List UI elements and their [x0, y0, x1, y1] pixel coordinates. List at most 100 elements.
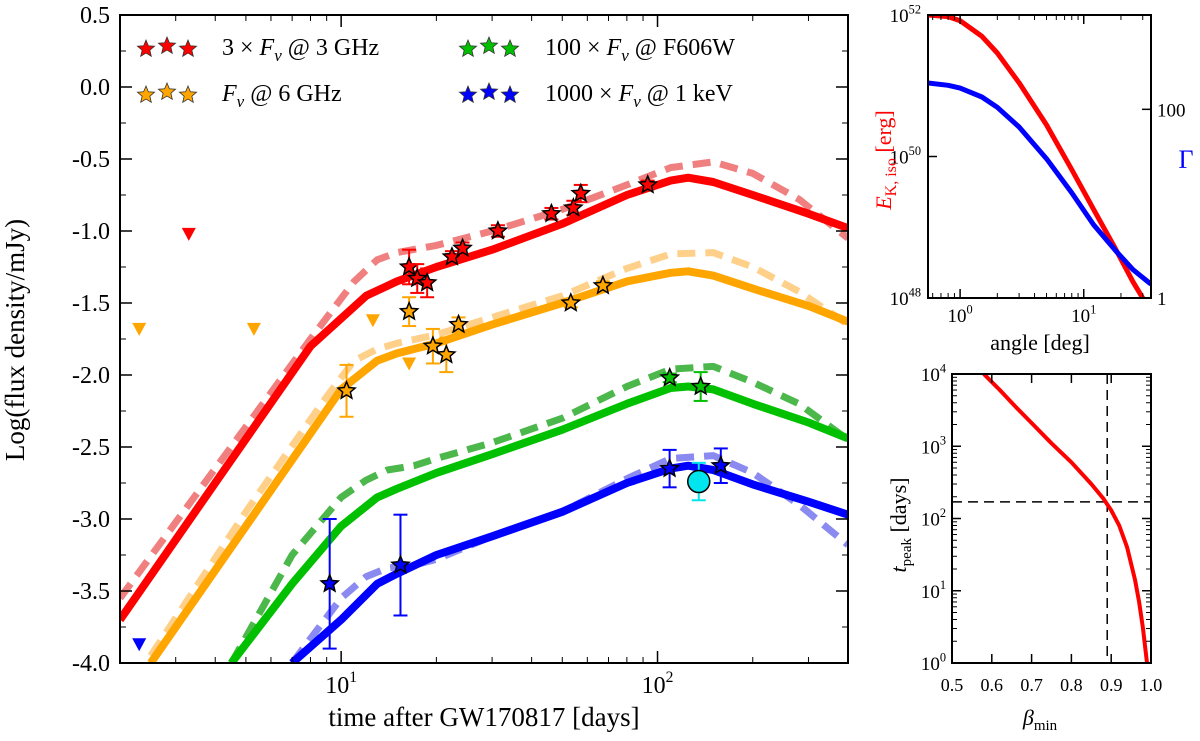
y-right-tick-label: 1: [1157, 289, 1167, 310]
y-tick-label: -0.5: [72, 147, 110, 173]
x-tick-label: 101: [325, 669, 357, 699]
x-tick-label: 102: [642, 669, 674, 699]
data-point-star: [541, 202, 562, 223]
series-f606w-model-alt-: [228, 362, 848, 663]
data-point-star: [416, 271, 438, 292]
x-tick-label: 0.7: [1020, 675, 1043, 695]
tr-right-axis-label: Γ: [1178, 145, 1193, 174]
data-point-star: [319, 572, 341, 593]
data-point-star: [659, 457, 681, 478]
tr-left-axis-label: EK, iso [erg]: [871, 110, 900, 211]
series-1-kev-model: [289, 461, 848, 663]
data-point-circle: [687, 469, 711, 494]
y-tick-label: 1048: [890, 285, 921, 310]
legend-entry-3ghz: 3 × Fν @ 3 GHz: [136, 35, 379, 65]
series-t-peak: [982, 374, 1149, 663]
series-f606w-model: [228, 382, 848, 663]
data-point-star: [570, 182, 592, 203]
legend-star-marker: [178, 38, 198, 58]
y-tick-label: 104: [921, 361, 946, 386]
y-tick-label: -2.5: [72, 435, 110, 461]
legend: 3 × Fν @ 3 GHz Fν @ 6 GHz 100 × Fν @ F60…: [136, 35, 735, 111]
upper-limit-marker: [246, 322, 261, 336]
legend-entry-6ghz: Fν @ 6 GHz: [136, 81, 342, 111]
legend-label: 100 × Fν @ F606W: [545, 35, 735, 65]
data-point-star: [562, 197, 584, 217]
br-plot-frame: [951, 373, 1152, 664]
series-3-ghz-model: [120, 173, 848, 623]
x-tick-label: 0.6: [981, 675, 1004, 695]
data-point-star: [690, 375, 712, 396]
y-tick-label: 102: [921, 506, 946, 531]
main-light-curve-panel: -4.0 -3.5 -3.0 -2.5 -2.0 -1.5 -1.0 -0.5 0.0 0.5 1…: [0, 3, 849, 732]
legend-star-marker: [500, 84, 520, 104]
legend-star-marker: [136, 84, 156, 104]
data-point-star: [637, 173, 659, 194]
legend-star-marker: [479, 35, 499, 55]
x-tick-label: 1.0: [1140, 675, 1163, 695]
y-tick-label: 0.0: [80, 75, 110, 101]
x-tick-label: 0.9: [1100, 675, 1123, 695]
legend-label: Fν @ 6 GHz: [221, 81, 342, 111]
y-tick-label: -3.5: [72, 579, 110, 605]
data-point-star: [422, 335, 444, 356]
legend-star-marker: [458, 38, 478, 58]
upper-limit-marker: [365, 314, 380, 328]
y-tick-label: 1050: [890, 144, 921, 169]
upper-limit-marker: [402, 357, 417, 371]
y-right-tick-label: 100: [1157, 100, 1186, 121]
main-y-axis-label: Log(flux density/mJy): [0, 219, 30, 461]
data-point-star: [560, 292, 582, 312]
upper-limit-marker: [181, 227, 196, 241]
x-tick-label: 0.5: [941, 675, 964, 695]
y-tick-label: -3.0: [72, 507, 110, 533]
upper-limit-marker: [132, 322, 147, 336]
legend-label: 1000 × Fν @ 1 keV: [545, 81, 734, 111]
tr-x-axis-label: angle [deg]: [990, 330, 1090, 355]
main-x-axis-label: time after GW170817 [days]: [328, 702, 639, 732]
legend-star-marker: [136, 38, 156, 58]
y-tick-label: -1.5: [72, 291, 110, 317]
x-tick-label: 100: [948, 302, 973, 327]
legend-star-marker: [178, 84, 198, 104]
legend-entry-f606w: 100 × Fν @ F606W: [458, 35, 735, 65]
y-tick-label: 101: [921, 578, 946, 603]
data-point-star: [435, 343, 457, 364]
data-point-star: [398, 300, 420, 321]
upper-limit-marker: [132, 638, 147, 652]
legend-star-marker: [157, 81, 177, 101]
data-point-star: [659, 366, 681, 387]
data-point-star: [487, 220, 509, 240]
y-tick-label: 0.5: [80, 3, 110, 29]
y-tick-label: -1.0: [72, 219, 110, 245]
tpeak-beta-panel: 0.5 0.6 0.7 0.8 0.9 1.0 100 101 102 103 104 βmin t…: [886, 361, 1162, 734]
data-point-star: [592, 274, 614, 295]
x-tick-label: 0.8: [1060, 675, 1083, 695]
legend-label: 3 × Fν @ 3 GHz: [222, 35, 379, 65]
y-tick-label: -4.0: [72, 651, 110, 677]
br-y-axis-label: tpeak [days]: [886, 478, 915, 573]
legend-star-marker: [479, 81, 499, 101]
energy-lorentz-panel: 100 101 1048 1050 1052 1 100 angle [deg] EK, i…: [871, 2, 1194, 355]
y-tick-label: -2.0: [72, 363, 110, 389]
legend-star-marker: [157, 35, 177, 55]
y-tick-label: 103: [921, 434, 946, 459]
legend-star-marker: [458, 84, 478, 104]
legend-star-marker: [500, 38, 520, 58]
data-point-star: [710, 454, 732, 475]
series-gamma: [928, 80, 1151, 287]
series-6-ghz-model: [147, 267, 848, 663]
legend-entry-1kev: 1000 × Fν @ 1 keV: [458, 81, 734, 111]
data-point-star: [448, 313, 469, 334]
main-plot-frame: [119, 14, 849, 664]
x-tick-label: 101: [1071, 302, 1096, 327]
series-e-k-iso: [928, 15, 1146, 298]
series-6-ghz-model-alt-: [147, 249, 848, 658]
data-point-star: [336, 379, 357, 400]
br-x-axis-label: βmin: [1022, 705, 1058, 734]
y-tick-label: 100: [921, 650, 946, 675]
y-tick-label: 1052: [890, 2, 921, 27]
data-point-star: [390, 554, 411, 574]
